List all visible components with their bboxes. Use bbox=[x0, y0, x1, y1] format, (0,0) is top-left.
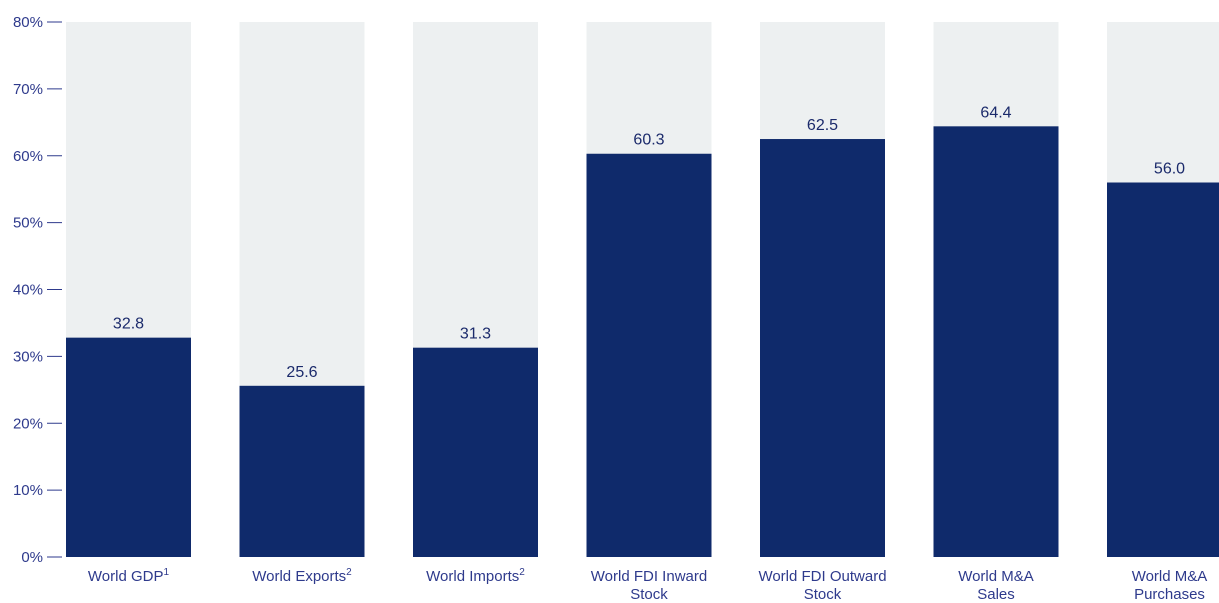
bar bbox=[1107, 182, 1219, 557]
y-tick-label: 70% bbox=[13, 81, 43, 98]
bar-value-label: 25.6 bbox=[286, 364, 317, 381]
bar-value-label: 64.4 bbox=[980, 104, 1011, 121]
bar bbox=[239, 385, 365, 557]
bar bbox=[933, 126, 1059, 557]
bar-value-label: 62.5 bbox=[807, 117, 838, 134]
y-tick-label: 50% bbox=[13, 215, 43, 232]
y-tick-label: 20% bbox=[13, 415, 43, 432]
bar-value-label: 56.0 bbox=[1154, 161, 1185, 178]
y-tick-label: 10% bbox=[13, 482, 43, 499]
category-label: World GDP1 bbox=[88, 567, 170, 585]
category-label: World M&A Purchases bbox=[1132, 568, 1208, 603]
y-tick-label: 80% bbox=[13, 14, 43, 31]
category-label: World FDI Inward Stock bbox=[591, 568, 707, 603]
bar bbox=[413, 347, 538, 557]
bar-value-label: 60.3 bbox=[633, 132, 664, 149]
category-label: World Imports2 bbox=[426, 567, 525, 585]
bar-value-label: 31.3 bbox=[460, 326, 491, 343]
y-tick-label: 60% bbox=[13, 148, 43, 165]
bar-value-label: 32.8 bbox=[113, 316, 144, 333]
bar bbox=[66, 337, 191, 557]
bar bbox=[760, 139, 885, 557]
x-axis: World GDP1 World Exports2 World Imports2 Wo… bbox=[47, 556, 1208, 603]
category-label: World FDI Outward Stock bbox=[758, 568, 886, 603]
category-label: World M&A Sales bbox=[958, 568, 1034, 603]
y-tick-label: 0% bbox=[21, 549, 43, 566]
y-axis: 0% 10% 20% 30% 40% 50% 60% 70% 80% bbox=[13, 14, 62, 566]
bar bbox=[586, 153, 712, 557]
bar-series: 32.8 25.6 31.3 60.3 62.5 64.4 56.0 bbox=[66, 22, 1219, 557]
category-label: World Exports2 bbox=[252, 567, 352, 585]
y-tick-label: 40% bbox=[13, 282, 43, 299]
y-tick-label: 30% bbox=[13, 348, 43, 365]
